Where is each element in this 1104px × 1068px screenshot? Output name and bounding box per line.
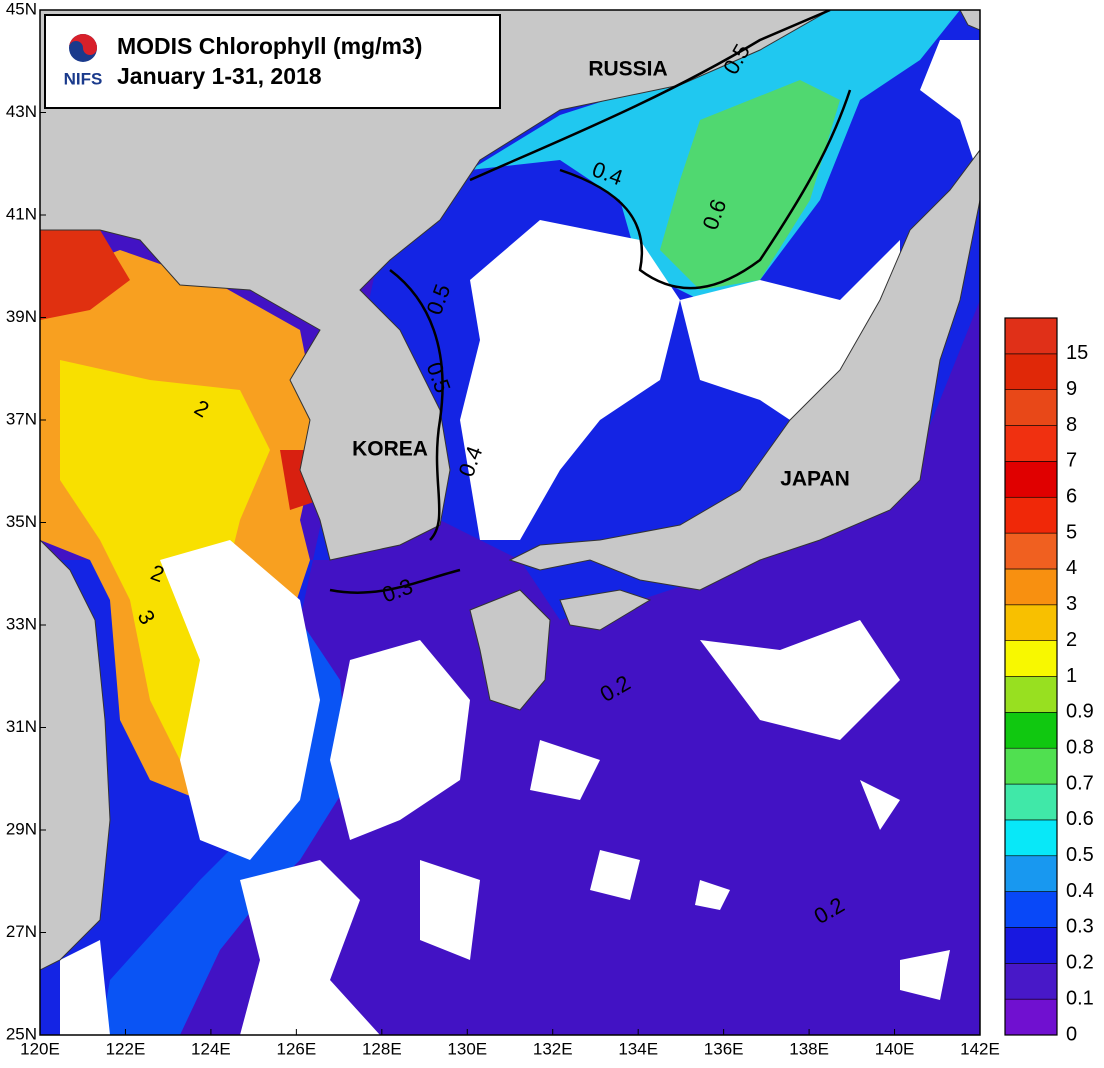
colorbar-label: 0.2 bbox=[1066, 952, 1094, 974]
logo-text: NIFS bbox=[64, 69, 103, 88]
y-tick-label: 43N bbox=[6, 102, 37, 121]
y-tick-label: 31N bbox=[6, 717, 37, 736]
title-box: NIFS MODIS Chlorophyll (mg/m3) January 1… bbox=[44, 14, 501, 109]
colorbar-bin bbox=[1004, 998, 1058, 1036]
y-tick-label: 35N bbox=[6, 512, 37, 531]
colorbar-bin bbox=[1004, 855, 1058, 892]
x-tick-label: 130E bbox=[447, 1039, 487, 1058]
colorbar-bin bbox=[1004, 927, 1058, 964]
x-tick-label: 136E bbox=[704, 1039, 744, 1058]
colorbar-label: 4 bbox=[1066, 557, 1077, 579]
y-tick-label: 45N bbox=[6, 0, 37, 18]
land bbox=[40, 10, 980, 971]
cloud-gaps bbox=[60, 40, 980, 1035]
colorbar-bin bbox=[1004, 819, 1058, 857]
colorbar-bin bbox=[1004, 783, 1058, 821]
x-tick-label: 120E bbox=[20, 1039, 60, 1058]
map-subtitle: January 1-31, 2018 bbox=[117, 63, 322, 89]
colorbar-label: 7 bbox=[1066, 450, 1077, 472]
place-label: KOREA bbox=[352, 438, 428, 461]
colorbar-label: 8 bbox=[1066, 414, 1077, 436]
x-tick-label: 134E bbox=[618, 1039, 658, 1058]
bohai-red bbox=[40, 230, 130, 320]
logo-red bbox=[69, 34, 97, 55]
y-tick-label: 37N bbox=[6, 409, 37, 428]
map-title: MODIS Chlorophyll (mg/m3) bbox=[117, 33, 422, 59]
colorbar-label: 0.9 bbox=[1066, 701, 1094, 723]
x-tick-label: 138E bbox=[789, 1039, 829, 1058]
colorbar-label: 0.4 bbox=[1066, 880, 1094, 902]
colorbar-bin bbox=[1004, 496, 1058, 534]
x-tick-label: 132E bbox=[533, 1039, 573, 1058]
colorbar-bin bbox=[1004, 640, 1058, 677]
colorbar-bin bbox=[1004, 712, 1058, 749]
colorbar-label: 0.7 bbox=[1066, 772, 1094, 794]
colorbar-bin bbox=[1004, 389, 1058, 426]
x-tick-label: 140E bbox=[875, 1039, 915, 1058]
y-tick-label: 29N bbox=[6, 819, 37, 838]
x-tick-label: 122E bbox=[106, 1039, 146, 1058]
x-tick-label: 126E bbox=[277, 1039, 317, 1058]
colorbar-label: 0.6 bbox=[1066, 808, 1094, 830]
colorbar-label: 0.1 bbox=[1066, 987, 1094, 1009]
contours bbox=[329, 10, 852, 594]
colorbar-label: 15 bbox=[1066, 342, 1088, 364]
colorbar-label: 0.3 bbox=[1066, 916, 1094, 938]
map-area bbox=[40, 10, 980, 1035]
x-tick-label: 128E bbox=[362, 1039, 402, 1058]
colorbar-label: 6 bbox=[1066, 486, 1077, 508]
colorbar-bin bbox=[1004, 676, 1058, 713]
colorbar-bin bbox=[1004, 317, 1058, 355]
colorbar-bin bbox=[1004, 891, 1058, 928]
colorbar-label: 3 bbox=[1066, 593, 1077, 615]
colorbar-bin bbox=[1004, 747, 1058, 785]
title-box-frame bbox=[44, 14, 501, 109]
y-tick-label: 33N bbox=[6, 614, 37, 633]
y-tick-label: 41N bbox=[6, 204, 37, 223]
ocean-green bbox=[660, 80, 840, 290]
y-tick-label: 39N bbox=[6, 307, 37, 326]
colorbar-bin bbox=[1004, 962, 1058, 1000]
colorbar-bin bbox=[1004, 568, 1058, 606]
colorbar-label: 5 bbox=[1066, 521, 1077, 543]
colorbar-label: 1 bbox=[1066, 665, 1077, 687]
colorbar-frame bbox=[1004, 317, 1058, 1036]
colorbar-bin bbox=[1004, 532, 1058, 570]
y-tick-label: 25N bbox=[6, 1024, 37, 1043]
colorbar-bin bbox=[1004, 353, 1058, 391]
colorbar-label: 0.8 bbox=[1066, 736, 1094, 758]
colorbar-label: 0 bbox=[1066, 1023, 1077, 1045]
place-label: JAPAN bbox=[780, 468, 850, 491]
place-label: RUSSIA bbox=[588, 58, 667, 81]
colorbar-label: 9 bbox=[1066, 378, 1077, 400]
colorbar-bin bbox=[1004, 425, 1058, 462]
x-tick-label: 142E bbox=[960, 1039, 1000, 1058]
y-tick-label: 27N bbox=[6, 922, 37, 941]
colorbar-label: 2 bbox=[1066, 629, 1077, 651]
colorbar-bin bbox=[1004, 604, 1058, 641]
colorbar-bin bbox=[1004, 461, 1058, 498]
colorbar-label: 0.5 bbox=[1066, 844, 1094, 866]
x-tick-label: 124E bbox=[191, 1039, 231, 1058]
